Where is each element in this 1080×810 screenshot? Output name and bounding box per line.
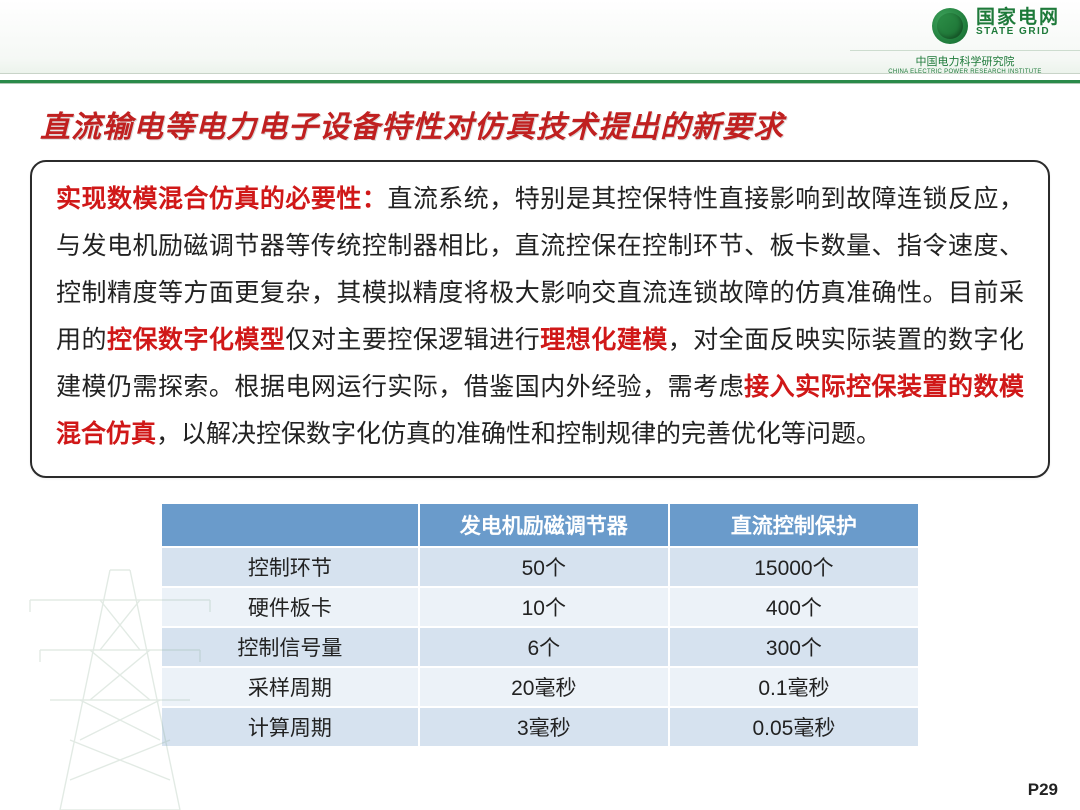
row-b: 0.1毫秒 — [669, 667, 919, 707]
para-hl2: 理想化建模 — [540, 326, 667, 354]
brand-text: 国家电网 STATE GRID — [976, 8, 1060, 37]
row-b: 300个 — [669, 627, 919, 667]
table-row: 硬件板卡 10个 400个 — [161, 587, 919, 627]
body-box: 实现数模混合仿真的必要性：直流系统，特别是其控保特性直接影响到故障连锁反应，与发… — [30, 160, 1050, 478]
table-header-col-a: 发电机励磁调节器 — [419, 503, 669, 547]
table-body: 控制环节 50个 15000个 硬件板卡 10个 400个 控制信号量 6个 3… — [161, 547, 919, 747]
table-header-row: 发电机励磁调节器 直流控制保护 — [161, 503, 919, 547]
table-row: 控制信号量 6个 300个 — [161, 627, 919, 667]
table-row: 计算周期 3毫秒 0.05毫秒 — [161, 707, 919, 747]
brand-block: 国家电网 STATE GRID — [932, 8, 1060, 44]
brand-name-cn: 国家电网 — [976, 8, 1060, 27]
para-hl1: 控保数字化模型 — [107, 326, 285, 354]
row-label: 控制信号量 — [161, 627, 419, 667]
institute-block: 中国电力科学研究院 CHINA ELECTRIC POWER RESEARCH … — [850, 50, 1080, 75]
title-row: 直流输电等电力电子设备特性对仿真技术提出的新要求 — [0, 84, 1080, 154]
table-row: 采样周期 20毫秒 0.1毫秒 — [161, 667, 919, 707]
row-label: 计算周期 — [161, 707, 419, 747]
brand-name-en: STATE GRID — [976, 27, 1060, 37]
row-b: 0.05毫秒 — [669, 707, 919, 747]
row-a: 3毫秒 — [419, 707, 669, 747]
para-seg4: ，以解决控保数字化仿真的准确性和控制规律的完善优化等问题。 — [156, 420, 881, 448]
institute-name-cn: 中国电力科学研究院 — [850, 53, 1080, 69]
row-a: 6个 — [419, 627, 669, 667]
row-a: 10个 — [419, 587, 669, 627]
row-b: 15000个 — [669, 547, 919, 587]
comparison-table: 发电机励磁调节器 直流控制保护 控制环节 50个 15000个 硬件板卡 10个… — [160, 502, 920, 748]
comparison-table-wrap: 发电机励磁调节器 直流控制保护 控制环节 50个 15000个 硬件板卡 10个… — [160, 502, 920, 748]
table-row: 控制环节 50个 15000个 — [161, 547, 919, 587]
para-seg2: 仅对主要控保逻辑进行 — [285, 326, 540, 354]
table-header-col-b: 直流控制保护 — [669, 503, 919, 547]
row-label: 采样周期 — [161, 667, 419, 707]
row-label: 硬件板卡 — [161, 587, 419, 627]
row-label: 控制环节 — [161, 547, 419, 587]
institute-name-en: CHINA ELECTRIC POWER RESEARCH INSTITUTE — [850, 69, 1080, 75]
page-number: P29 — [1028, 780, 1058, 800]
slide-title: 直流输电等电力电子设备特性对仿真技术提出的新要求 — [40, 102, 1040, 146]
row-a: 20毫秒 — [419, 667, 669, 707]
row-a: 50个 — [419, 547, 669, 587]
table-header-blank — [161, 503, 419, 547]
header-band: 国家电网 STATE GRID 中国电力科学研究院 CHINA ELECTRIC… — [0, 0, 1080, 74]
state-grid-logo-icon — [932, 8, 968, 44]
row-b: 400个 — [669, 587, 919, 627]
lead-highlight: 实现数模混合仿真的必要性： — [56, 185, 387, 213]
